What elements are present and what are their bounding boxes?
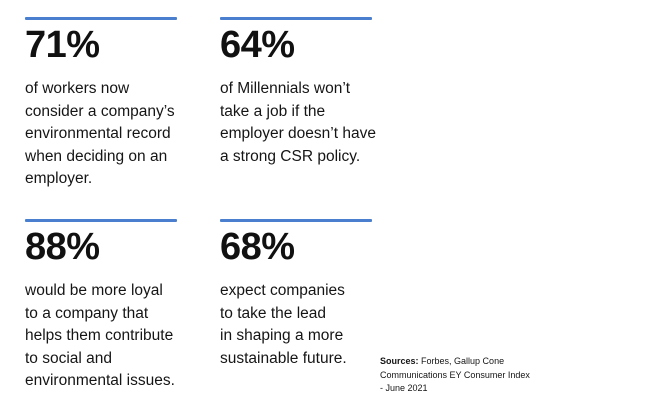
- accent-rule: [220, 219, 372, 222]
- stat-value: 88%: [25, 226, 100, 268]
- accent-rule: [25, 17, 177, 20]
- stat-description: would be more loyal to a company that he…: [25, 282, 175, 389]
- sources-note: Sources: Forbes, Gallup Cone Communicati…: [380, 355, 545, 396]
- sources-text-3: - June 2021: [380, 383, 428, 393]
- stat-value: 71%: [25, 24, 100, 66]
- stat-card-sustainability: 68% expect companies to take the lead in…: [220, 219, 415, 370]
- sources-line-1: Sources: Forbes, Gallup Cone: [380, 355, 545, 369]
- stat-value: 64%: [220, 24, 295, 66]
- sources-label: Sources:: [380, 356, 419, 366]
- accent-rule: [220, 17, 372, 20]
- sources-text-1: Forbes, Gallup Cone: [421, 356, 505, 366]
- stat-description: expect companies to take the lead in sha…: [220, 282, 347, 367]
- stat-description: of workers now consider a company’s envi…: [25, 80, 175, 187]
- stat-value: 68%: [220, 226, 295, 268]
- sources-text-2: Communications EY Consumer Index: [380, 369, 530, 380]
- stat-card-millennials: 64% of Millennials won’t take a job if t…: [220, 17, 415, 168]
- accent-rule: [25, 219, 177, 222]
- stat-card-loyalty: 88% would be more loyal to a company tha…: [25, 219, 220, 393]
- stat-card-workers: 71% of workers now consider a company’s …: [25, 17, 220, 191]
- stat-description: of Millennials won’t take a job if the e…: [220, 80, 376, 165]
